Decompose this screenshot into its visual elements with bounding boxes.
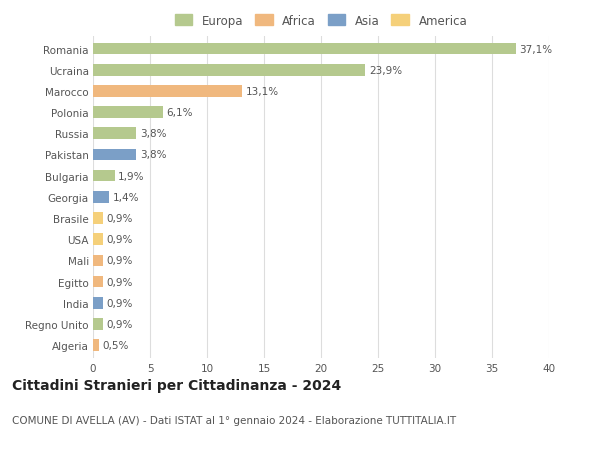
Text: 0,9%: 0,9% xyxy=(107,256,133,266)
Bar xyxy=(93,107,163,118)
Bar xyxy=(93,86,242,97)
Text: 6,1%: 6,1% xyxy=(166,108,193,118)
Text: Cittadini Stranieri per Cittadinanza - 2024: Cittadini Stranieri per Cittadinanza - 2… xyxy=(12,379,341,392)
Text: COMUNE DI AVELLA (AV) - Dati ISTAT al 1° gennaio 2024 - Elaborazione TUTTITALIA.: COMUNE DI AVELLA (AV) - Dati ISTAT al 1°… xyxy=(12,415,456,425)
Text: 23,9%: 23,9% xyxy=(369,66,402,76)
Bar xyxy=(93,170,115,182)
Text: 0,9%: 0,9% xyxy=(107,213,133,224)
Legend: Europa, Africa, Asia, America: Europa, Africa, Asia, America xyxy=(175,15,467,28)
Bar xyxy=(93,276,103,288)
Text: 0,9%: 0,9% xyxy=(107,298,133,308)
Text: 1,4%: 1,4% xyxy=(112,192,139,202)
Bar xyxy=(93,65,365,76)
Text: 13,1%: 13,1% xyxy=(246,87,279,97)
Bar xyxy=(93,297,103,309)
Text: 3,8%: 3,8% xyxy=(140,129,166,139)
Bar xyxy=(93,191,109,203)
Bar xyxy=(93,255,103,267)
Text: 3,8%: 3,8% xyxy=(140,150,166,160)
Text: 37,1%: 37,1% xyxy=(520,45,553,55)
Bar xyxy=(93,149,136,161)
Bar xyxy=(93,234,103,246)
Text: 0,9%: 0,9% xyxy=(107,235,133,245)
Bar xyxy=(93,128,136,140)
Text: 0,9%: 0,9% xyxy=(107,319,133,329)
Bar xyxy=(93,213,103,224)
Bar xyxy=(93,44,516,55)
Text: 0,5%: 0,5% xyxy=(102,340,128,350)
Text: 0,9%: 0,9% xyxy=(107,277,133,287)
Bar xyxy=(93,319,103,330)
Text: 1,9%: 1,9% xyxy=(118,171,145,181)
Bar xyxy=(93,340,98,351)
